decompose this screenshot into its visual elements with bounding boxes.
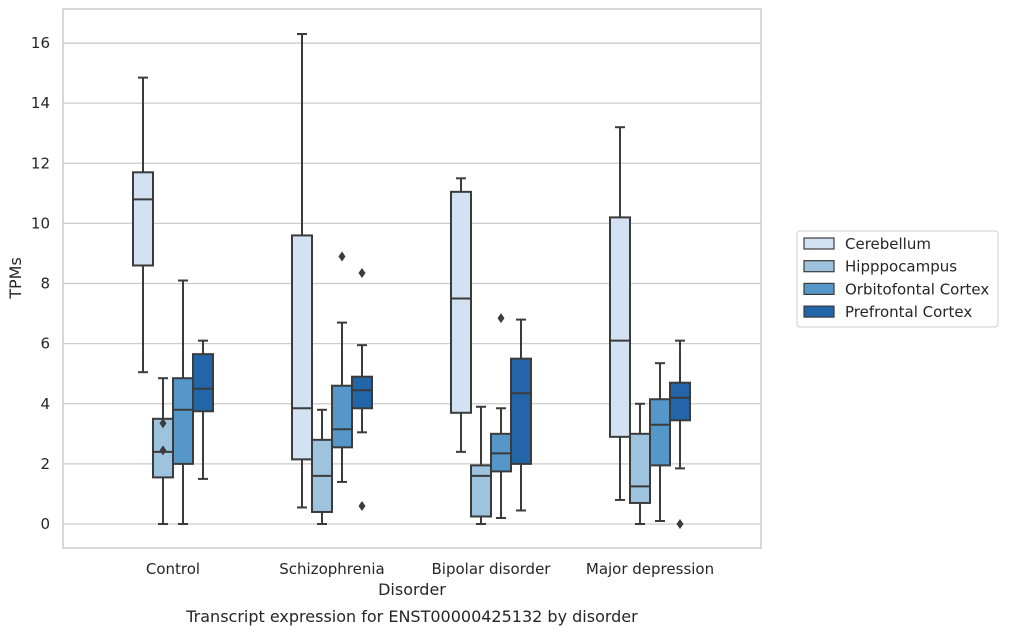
box-hipppocampus-schizophrenia	[311, 408, 333, 525]
legend-label: Orbitofontal Cortex	[845, 280, 989, 298]
box-iqr	[649, 398, 671, 467]
box-iqr	[629, 432, 651, 504]
y-tick-label: 0	[40, 515, 50, 533]
y-tick-label: 6	[40, 335, 50, 353]
box-prefrontal-cortex-bipolar-disorder	[510, 318, 532, 512]
box-hipppocampus-control	[152, 377, 174, 525]
y-tick-label: 16	[31, 34, 50, 52]
box-iqr	[132, 171, 154, 267]
outlier-point	[358, 267, 366, 278]
x-tick-label: Control	[146, 560, 200, 578]
box-iqr	[192, 353, 214, 413]
box-orbitofontal-cortex-control	[172, 279, 194, 525]
outlier-point	[159, 445, 167, 456]
box-orbitofontal-cortex-schizophrenia	[331, 251, 353, 483]
box-hipppocampus-major-depression	[629, 402, 651, 525]
box-prefrontal-cortex-major-depression	[669, 339, 691, 529]
y-axis-label: TPMs	[6, 257, 25, 300]
legend-swatch	[803, 260, 835, 273]
legend-frame	[796, 230, 999, 328]
legend-label: Cerebellum	[845, 235, 931, 253]
y-tick-label: 14	[31, 94, 50, 112]
x-tick-label: Schizophrenia	[279, 560, 384, 578]
chart-legend: Cerebellum Hipppocampus Orbitofontal Corte…	[796, 230, 999, 328]
plot-area-frame	[62, 8, 762, 549]
x-axis-ticks: Control Schizophrenia Bipolar disorder Majo…	[146, 560, 714, 578]
x-axis-label: Disorder	[378, 580, 446, 599]
outlier-point	[497, 313, 505, 324]
outlier-point	[159, 418, 167, 429]
legend-label: Prefrontal Cortex	[845, 303, 972, 321]
legend-swatch	[803, 282, 835, 295]
box-hipppocampus-bipolar-disorder	[470, 405, 492, 525]
box-iqr	[351, 375, 373, 410]
y-axis-ticks: 0 2 4 6 8 10 12 14 16	[31, 34, 50, 533]
y-tick-label: 2	[40, 455, 50, 473]
box-prefrontal-cortex-schizophrenia	[351, 267, 373, 511]
legend-label: Hipppocampus	[845, 258, 957, 276]
box-iqr	[669, 381, 691, 422]
outlier-point	[358, 500, 366, 511]
chart-caption: Transcript expression for ENST0000042513…	[185, 607, 638, 626]
box-iqr	[291, 234, 313, 461]
legend-swatch	[803, 237, 835, 250]
x-tick-label: Major depression	[586, 560, 714, 578]
box-iqr	[331, 384, 353, 449]
box-plot-series	[132, 33, 691, 529]
y-tick-label: 10	[31, 214, 50, 232]
y-tick-label: 8	[40, 275, 50, 293]
outlier-point	[338, 251, 346, 262]
box-cerebellum-control	[132, 76, 154, 374]
legend-swatch	[803, 305, 835, 318]
box-cerebellum-bipolar-disorder	[450, 177, 472, 453]
box-cerebellum-major-depression	[609, 126, 631, 501]
box-prefrontal-cortex-control	[192, 339, 214, 480]
y-tick-label: 4	[40, 395, 50, 413]
box-cerebellum-schizophrenia	[291, 33, 313, 509]
box-iqr	[470, 464, 492, 518]
outlier-point	[676, 519, 684, 529]
x-tick-label: Bipolar disorder	[432, 560, 552, 578]
box-orbitofontal-cortex-major-depression	[649, 362, 671, 522]
box-iqr	[172, 377, 194, 465]
box-iqr	[450, 190, 472, 414]
y-tick-label: 12	[31, 154, 50, 172]
box-iqr	[510, 357, 532, 465]
box-iqr	[609, 216, 631, 438]
